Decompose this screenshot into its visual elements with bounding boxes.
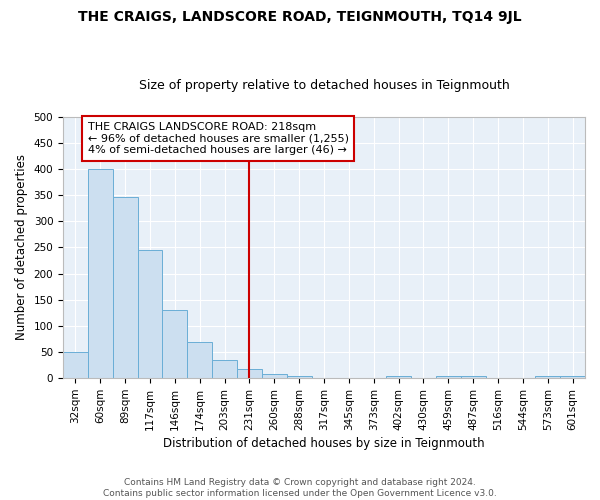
X-axis label: Distribution of detached houses by size in Teignmouth: Distribution of detached houses by size … xyxy=(163,437,485,450)
Bar xyxy=(163,310,187,378)
Bar xyxy=(535,376,560,378)
Text: THE CRAIGS LANDSCORE ROAD: 218sqm
← 96% of detached houses are smaller (1,255)
4: THE CRAIGS LANDSCORE ROAD: 218sqm ← 96% … xyxy=(88,122,349,155)
Bar xyxy=(237,369,262,378)
Bar xyxy=(113,198,137,378)
Bar xyxy=(212,360,237,378)
Text: THE CRAIGS, LANDSCORE ROAD, TEIGNMOUTH, TQ14 9JL: THE CRAIGS, LANDSCORE ROAD, TEIGNMOUTH, … xyxy=(78,10,522,24)
Y-axis label: Number of detached properties: Number of detached properties xyxy=(15,154,28,340)
Bar xyxy=(63,352,88,378)
Bar xyxy=(461,376,485,378)
Bar xyxy=(560,376,585,378)
Bar xyxy=(287,376,311,378)
Bar xyxy=(137,250,163,378)
Text: Contains HM Land Registry data © Crown copyright and database right 2024.
Contai: Contains HM Land Registry data © Crown c… xyxy=(103,478,497,498)
Bar xyxy=(436,376,461,378)
Title: Size of property relative to detached houses in Teignmouth: Size of property relative to detached ho… xyxy=(139,79,509,92)
Bar xyxy=(88,168,113,378)
Bar xyxy=(187,342,212,378)
Bar xyxy=(262,374,287,378)
Bar xyxy=(386,376,411,378)
